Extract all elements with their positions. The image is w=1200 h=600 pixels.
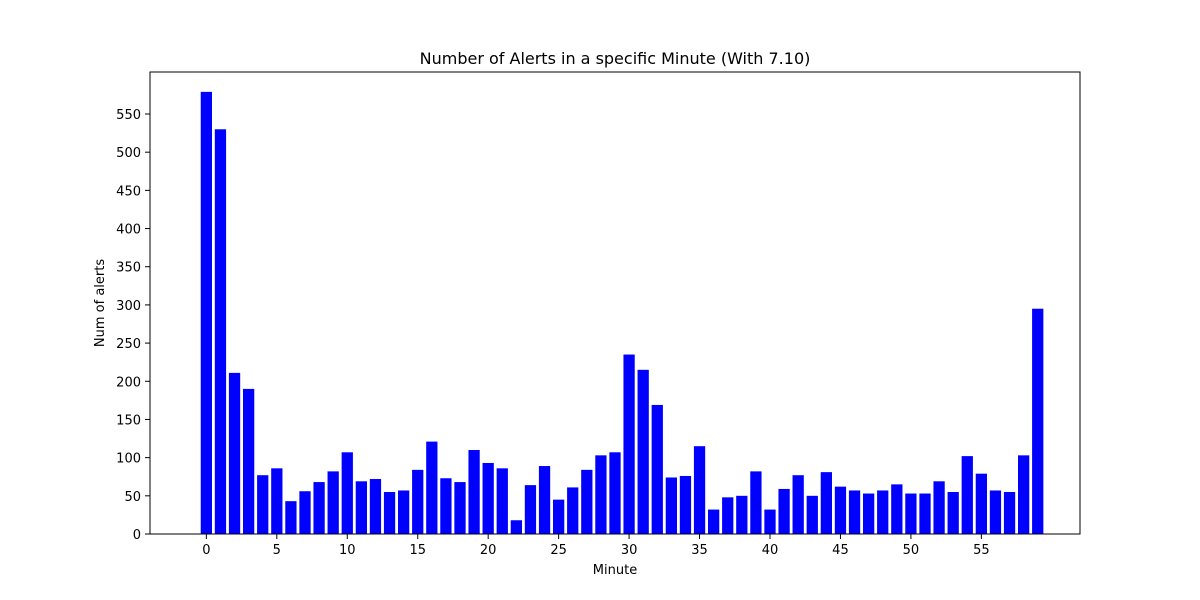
bar-minute-49 bbox=[891, 484, 903, 534]
bar-minute-0 bbox=[200, 91, 212, 534]
bar-minute-46 bbox=[848, 490, 861, 534]
bar-minute-3 bbox=[243, 388, 255, 534]
bar-minute-15 bbox=[412, 469, 424, 534]
bar-minute-12 bbox=[369, 479, 382, 534]
bar-minute-59 bbox=[1032, 308, 1044, 534]
bar-minute-52 bbox=[933, 481, 945, 534]
bar-minute-18 bbox=[454, 482, 466, 534]
x-tick-label: 35 bbox=[691, 543, 708, 558]
bar-minute-13 bbox=[383, 492, 396, 534]
bar-minute-30 bbox=[623, 354, 635, 534]
x-tick-label: 20 bbox=[480, 543, 497, 558]
y-tick-label: 500 bbox=[116, 146, 141, 161]
bar-minute-17 bbox=[440, 478, 452, 534]
bar-minute-41 bbox=[778, 488, 790, 534]
bar-minute-6 bbox=[285, 501, 297, 534]
y-tick-label: 350 bbox=[116, 261, 141, 276]
y-tick-label: 100 bbox=[116, 452, 141, 467]
bar-minute-8 bbox=[313, 482, 325, 534]
bar-minute-4 bbox=[257, 475, 269, 534]
x-tick-label: 25 bbox=[550, 543, 567, 558]
y-tick-label: 450 bbox=[116, 184, 141, 199]
y-tick-label: 250 bbox=[116, 337, 141, 352]
bar-minute-45 bbox=[834, 486, 847, 534]
bar-minute-2 bbox=[228, 372, 241, 534]
bar-minute-39 bbox=[750, 471, 762, 534]
plot-frame bbox=[149, 71, 1081, 535]
bar-minute-5 bbox=[271, 468, 283, 534]
y-tick-label: 50 bbox=[124, 490, 141, 505]
bar-minute-22 bbox=[510, 520, 522, 534]
bar-minute-53 bbox=[947, 492, 959, 534]
bar-minute-28 bbox=[595, 455, 607, 534]
chart-title: Number of Alerts in a specific Minute (W… bbox=[420, 49, 811, 68]
bar-minute-31 bbox=[637, 369, 649, 534]
bar-minute-35 bbox=[693, 446, 706, 534]
x-tick-label: 0 bbox=[202, 543, 210, 558]
y-tick-label: 300 bbox=[116, 299, 141, 314]
bar-minute-40 bbox=[764, 509, 776, 534]
x-tick-label: 50 bbox=[903, 543, 920, 558]
y-axis-ticks: 0 50 100 150 200 250 300 350 400 450 500 550 bbox=[116, 108, 150, 543]
bar-minute-43 bbox=[806, 495, 818, 534]
bar-minute-32 bbox=[651, 404, 663, 534]
y-axis-label: Num of alerts bbox=[93, 259, 108, 347]
bars-group bbox=[200, 91, 1044, 535]
bar-minute-42 bbox=[792, 475, 804, 534]
bar-minute-58 bbox=[1018, 455, 1030, 534]
x-axis-label: Minute bbox=[593, 563, 637, 578]
bar-minute-29 bbox=[609, 452, 621, 534]
y-tick-label: 550 bbox=[116, 108, 141, 123]
bar-minute-51 bbox=[919, 493, 931, 534]
x-tick-label: 10 bbox=[339, 543, 356, 558]
x-tick-label: 15 bbox=[409, 543, 426, 558]
bar-minute-10 bbox=[341, 452, 353, 534]
bar-minute-1 bbox=[214, 129, 227, 535]
bar-minute-34 bbox=[679, 475, 692, 534]
bar-minute-57 bbox=[1003, 492, 1016, 534]
bar-minute-36 bbox=[708, 509, 720, 534]
bar-minute-44 bbox=[820, 472, 832, 534]
bar-minute-20 bbox=[482, 462, 494, 534]
bar-minute-7 bbox=[299, 491, 311, 534]
y-tick-label: 200 bbox=[116, 375, 141, 390]
bar-minute-14 bbox=[398, 490, 410, 534]
x-tick-label: 55 bbox=[973, 543, 990, 558]
bar-minute-47 bbox=[863, 493, 875, 534]
x-tick-label: 30 bbox=[621, 543, 638, 558]
bar-minute-11 bbox=[355, 481, 367, 534]
bar-minute-21 bbox=[496, 468, 508, 534]
y-tick-label: 150 bbox=[116, 413, 141, 428]
bar-minute-26 bbox=[567, 487, 579, 534]
bar-minute-23 bbox=[524, 485, 537, 534]
bar-minute-50 bbox=[905, 493, 917, 534]
x-axis-ticks: 0 5 10 15 20 25 30 35 40 45 50 55 bbox=[202, 534, 990, 558]
bar-minute-24 bbox=[538, 466, 551, 534]
bar-minute-9 bbox=[327, 471, 339, 534]
bar-minute-33 bbox=[665, 477, 677, 534]
bar-minute-48 bbox=[877, 490, 889, 534]
bar-minute-54 bbox=[961, 456, 973, 534]
bar-minute-38 bbox=[736, 495, 748, 534]
y-tick-label: 0 bbox=[133, 528, 141, 543]
y-tick-label: 400 bbox=[116, 223, 141, 238]
bar-minute-16 bbox=[426, 441, 438, 534]
bar-minute-27 bbox=[581, 469, 593, 534]
bar-minute-37 bbox=[722, 497, 734, 534]
bar-minute-19 bbox=[468, 450, 480, 534]
bar-minute-56 bbox=[989, 490, 1002, 534]
x-tick-label: 5 bbox=[273, 543, 281, 558]
x-tick-label: 40 bbox=[762, 543, 779, 558]
x-tick-label: 45 bbox=[832, 543, 849, 558]
bar-minute-25 bbox=[553, 499, 565, 534]
bar-minute-55 bbox=[975, 473, 987, 534]
